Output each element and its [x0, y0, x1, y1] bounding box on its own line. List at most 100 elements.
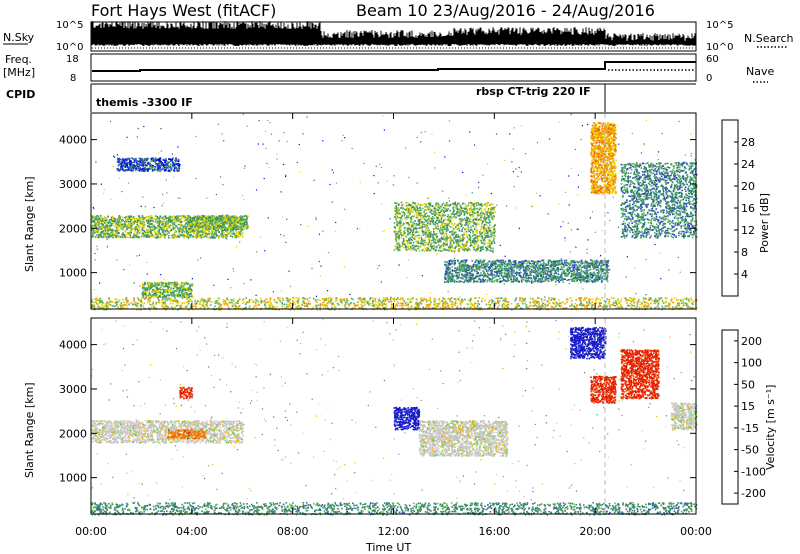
echo-cell [323, 303, 326, 306]
echo-cell [93, 221, 95, 224]
echo-cell [149, 226, 152, 228]
echo-cell [628, 305, 631, 307]
echo-cell [189, 216, 191, 219]
noise-speck [380, 281, 382, 283]
noise-speck [200, 257, 202, 259]
echo-cell [293, 301, 295, 304]
echo-cell [242, 218, 245, 221]
echo-cell [124, 229, 127, 232]
echo-cell [127, 225, 129, 228]
echo-cell [161, 306, 163, 308]
echo-cell [383, 302, 386, 305]
echo-cell [220, 220, 222, 222]
echo-cell [620, 304, 622, 307]
echo-cell [99, 215, 102, 217]
echo-cell [150, 158, 153, 160]
echo-cell [91, 215, 94, 217]
nsky-trace [91, 21, 696, 49]
echo-cell [193, 217, 195, 220]
echo-cell [215, 235, 218, 237]
echo-cell [132, 170, 134, 172]
echo-cell [165, 216, 167, 219]
echo-cell [106, 233, 109, 235]
echo-cell [410, 297, 412, 300]
echo-cell [147, 225, 149, 228]
echo-cell [448, 306, 450, 309]
echo-cell [135, 227, 138, 229]
echo-cell [281, 297, 284, 300]
echo-cell [562, 301, 564, 304]
echo-cell [128, 225, 130, 227]
echo-cell [632, 304, 634, 307]
echo-cell [213, 227, 215, 229]
noise-speck [536, 142, 539, 144]
echo-cell [196, 219, 198, 222]
echo-cell [390, 297, 392, 300]
echo-cell [198, 235, 200, 237]
echo-cell [210, 300, 213, 303]
echo-cell [325, 298, 328, 300]
echo-cell [231, 222, 233, 224]
echo-cell [233, 227, 235, 230]
echo-cell [166, 228, 168, 230]
echo-cell [250, 298, 253, 301]
echo-cell [227, 215, 230, 218]
echo-cell [485, 303, 488, 306]
echo-cell [211, 232, 214, 234]
echo-cell [201, 218, 204, 220]
echo-cell [627, 299, 629, 301]
echo-cell [138, 299, 141, 302]
noise-speck [558, 121, 560, 123]
noise-speck [570, 167, 572, 169]
echo-cell [123, 160, 126, 163]
echo-cell [668, 303, 671, 306]
echo-cell [397, 302, 400, 305]
echo-cell [488, 301, 490, 304]
echo-cell [165, 217, 168, 220]
echo-cell [164, 234, 166, 237]
echo-cell [94, 229, 97, 231]
echo-cell [134, 304, 137, 306]
echo-cell [100, 233, 102, 235]
echo-cell [113, 217, 116, 220]
noise-speck [513, 127, 515, 129]
echo-cell [213, 215, 216, 217]
echo-cell [222, 223, 224, 225]
echo-cell [321, 303, 324, 306]
echo-cell [118, 163, 120, 166]
echo-cell [687, 299, 690, 302]
echo-cell [630, 307, 633, 309]
echo-cell [97, 215, 100, 217]
echo-cell [213, 230, 216, 233]
noise-speck [227, 278, 229, 280]
echo-cell [134, 227, 137, 229]
echo-cell [291, 297, 294, 299]
echo-cell [149, 235, 152, 238]
echo-cell [192, 229, 194, 232]
echo-cell [221, 226, 223, 228]
echo-cell [175, 236, 177, 238]
echo-cell [133, 217, 136, 220]
echo-cell [152, 165, 154, 167]
echo-cell [153, 306, 155, 309]
echo-cell [182, 227, 184, 230]
echo-cell [321, 298, 324, 300]
echo-cell [161, 229, 163, 231]
echo-cell [137, 165, 139, 167]
echo-cell [654, 302, 657, 304]
echo-cell [592, 298, 594, 301]
noise-speck [290, 285, 292, 287]
echo-cell [172, 233, 175, 236]
echo-cell [220, 230, 223, 232]
echo-cell [177, 159, 180, 162]
echo-cell [295, 306, 297, 309]
echo-cell [211, 217, 213, 220]
echo-cell [615, 302, 617, 304]
echo-cell [526, 306, 529, 309]
noise-speck [531, 206, 533, 208]
echo-cell [214, 217, 216, 219]
echo-cell [134, 159, 137, 162]
echo-cell [478, 297, 481, 299]
echo-cell [403, 300, 406, 303]
echo-cell [168, 161, 170, 164]
